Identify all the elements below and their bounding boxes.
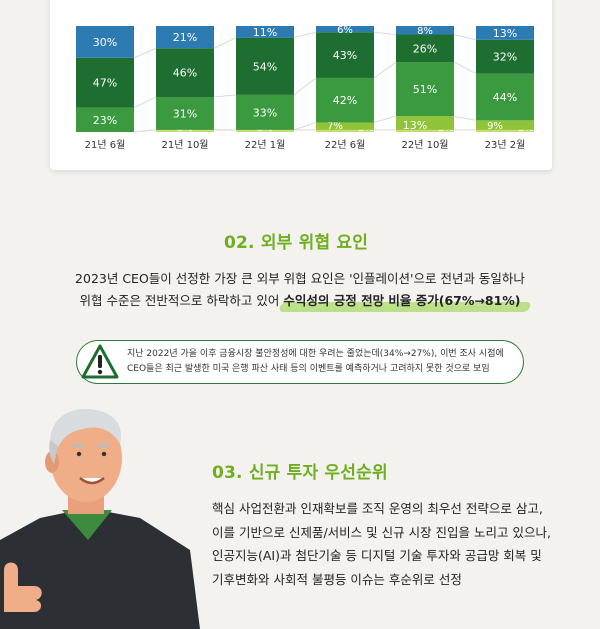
section-2-line-2: 위협 수준은 전반적으로 하락하고 있어 수익성의 긍정 전망 비율 증가(67… — [30, 290, 570, 312]
x-tick-label: 23년 2월 — [485, 139, 526, 151]
data-label: 11% — [253, 26, 277, 39]
bar-segment — [316, 77, 374, 123]
bar-segment — [156, 129, 214, 132]
bar-segment — [316, 122, 374, 130]
bar-segment — [76, 107, 134, 132]
connector-line — [213, 94, 237, 98]
bar-segment — [396, 62, 454, 117]
notice-box: 지난 2022년 가을 이후 금융시장 불안정성에 대한 우려는 줄었는데(34… — [76, 340, 524, 384]
bar-segment — [396, 116, 454, 130]
connector-line — [373, 61, 397, 79]
bar-segment — [156, 48, 214, 98]
profitability-highlight: 수익성의 긍정 전망 비율 증가(67%→81%) — [283, 293, 521, 308]
section-2-line-1: 2023년 CEO들이 선정한 가장 큰 외부 위협 요인은 '인플레이션'으로… — [75, 271, 525, 286]
data-label: 31% — [173, 107, 197, 120]
bar-segment — [316, 26, 374, 33]
section-3-title: 03. 신규 투자 우선순위 — [212, 463, 388, 483]
x-tick-label: 22년 10월 — [401, 139, 448, 151]
connector-line — [293, 77, 317, 96]
x-tick-label: 21년 10월 — [161, 139, 208, 151]
data-label: 23% — [93, 114, 117, 127]
bar-segment — [236, 129, 294, 132]
data-label: 7% — [327, 121, 343, 132]
bar-segment — [236, 94, 294, 130]
connector-line — [133, 129, 157, 133]
data-label: 13% — [493, 27, 517, 40]
notice-line-2: CEO들은 최근 발생한 미국 은행 파산 사태 등의 이벤트를 예측하거나 고… — [127, 364, 490, 374]
stacked-bar-chart: 23%47%30%21년 6월2%31%46%21%21년 10월2%33%54… — [76, 25, 534, 151]
section-2-line-2-prefix: 위협 수준은 전반적으로 하락하고 있어 — [79, 293, 284, 308]
bar-segment — [316, 129, 374, 132]
data-label: 21% — [173, 31, 197, 44]
data-label: 51% — [413, 83, 437, 96]
connector-line — [293, 31, 317, 39]
data-label: 42% — [333, 94, 357, 107]
bar-segment — [156, 97, 214, 130]
connector-line — [373, 31, 397, 35]
data-label: 47% — [93, 77, 117, 90]
warning-icon — [81, 344, 119, 379]
bar-segment — [476, 73, 534, 121]
bar-segment — [476, 39, 534, 74]
businessman-illustration — [0, 408, 200, 629]
data-label: 9% — [487, 121, 503, 132]
data-label: 13% — [403, 119, 427, 132]
data-label: 32% — [493, 51, 517, 64]
data-label: 44% — [493, 91, 517, 104]
bar-segment — [476, 26, 534, 40]
bar-segment — [76, 57, 134, 108]
data-label: 26% — [413, 42, 437, 55]
x-tick-label: 22년 6월 — [325, 139, 366, 151]
bar-segment — [236, 26, 294, 38]
bar-segment — [156, 26, 214, 49]
connector-line — [293, 121, 317, 131]
section-3-line-1: 핵심 사업전환과 인재확보를 조직 운영의 최우선 전략으로 삼고, — [212, 501, 543, 516]
data-label: 30% — [93, 36, 117, 49]
bar-segment — [396, 26, 454, 35]
bar-segment — [236, 37, 294, 95]
section-2-paragraph: 2023년 CEO들이 선정한 가장 큰 외부 위협 요인은 '인플레이션'으로… — [30, 268, 570, 312]
connector-line — [133, 96, 157, 109]
bar-segment — [476, 120, 534, 130]
data-label: 8% — [417, 26, 433, 37]
data-label: 6% — [337, 25, 353, 36]
data-label: 46% — [173, 67, 197, 80]
data-label: 43% — [333, 49, 357, 62]
connector-line — [213, 37, 237, 49]
data-label: 54% — [253, 60, 277, 73]
connector-line — [453, 61, 477, 75]
bar-segment — [476, 129, 534, 132]
bar-segment — [76, 26, 134, 58]
section-3-paragraph: 핵심 사업전환과 인재확보를 조직 운영의 최우선 전략으로 삼고, 이를 기반… — [212, 497, 592, 591]
connector-line — [133, 47, 157, 59]
section-3-line-3: 인공지능(AI)과 첨단기술 등 디지털 기술 투자와 공급망 회복 및 — [212, 548, 542, 563]
section-3-line-2: 이를 기반으로 신제품/서비스 및 신규 시장 진입을 노리고 있으나, — [212, 524, 551, 540]
section-3-line-4: 기후변화와 사회적 불평등 이슈는 후순위로 선정 — [212, 571, 462, 587]
connector-line — [453, 115, 477, 121]
x-tick-label: 22년 1월 — [245, 139, 286, 151]
bar-segment — [396, 34, 454, 63]
bar-segment — [316, 32, 374, 78]
data-label: 33% — [253, 106, 277, 119]
notice-text: 지난 2022년 가을 이후 금융시장 불안정성에 대한 우려는 줄었는데(34… — [127, 347, 517, 377]
connector-line — [453, 33, 477, 41]
section-2-title: 02. 외부 위협 요인 — [224, 233, 369, 253]
x-tick-label: 21년 6월 — [85, 139, 126, 151]
notice-line-1: 지난 2022년 가을 이후 금융시장 불안정성에 대한 우려는 줄었는데(34… — [127, 349, 504, 359]
bar-segment — [396, 129, 454, 132]
chart-card: 23%47%30%21년 6월2%31%46%21%21년 10월2%33%54… — [50, 0, 552, 170]
connector-line — [373, 115, 397, 123]
